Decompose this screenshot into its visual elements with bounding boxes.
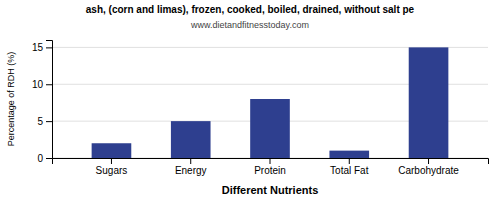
x-tick-mark [190, 158, 191, 164]
y-tick-mark [46, 158, 52, 159]
y-tick: 5 [37, 116, 52, 127]
bar [409, 47, 449, 158]
chart: Sugars Energy Protein Total Fat Carbohydrate… [0, 0, 500, 200]
x-tick-label: Sugars [96, 165, 128, 176]
x-axis: Sugars Energy Protein Total Fat Carbohydrate [53, 158, 489, 176]
plot-area [92, 47, 449, 158]
y-tick-mark [46, 121, 52, 122]
y-axis-title: Percentage of RDH (%) [6, 52, 16, 147]
title: ash, (corn and limas), frozen, cooked, b… [86, 4, 415, 15]
y-tick-label: 0 [37, 153, 43, 164]
bar [329, 151, 369, 158]
bar [171, 121, 211, 158]
x-tick-mark [111, 158, 112, 164]
grid [52, 47, 488, 158]
x-axis-title: Different Nutrients [222, 184, 319, 196]
x-tick-mark [270, 158, 271, 164]
x-tick: Total Fat [330, 158, 369, 176]
y-tick-label: 10 [32, 79, 44, 90]
x-tick-label: Energy [175, 165, 207, 176]
y-tick: 10 [32, 79, 52, 90]
y-tick: 15 [32, 42, 52, 53]
x-tick: Protein [254, 158, 286, 176]
x-tick-mark [349, 158, 350, 164]
bar [250, 99, 290, 158]
x-axis-line [53, 159, 489, 165]
x-tick-label: Carbohydrate [398, 165, 459, 176]
x-tick-label: Total Fat [330, 165, 369, 176]
x-tick: Sugars [96, 158, 128, 176]
x-tick: Carbohydrate [398, 158, 459, 176]
bar [92, 143, 132, 158]
x-tick-label: Protein [254, 165, 286, 176]
y-tick-mark [46, 47, 52, 48]
y-tick-mark [46, 84, 52, 85]
x-tick-mark [428, 158, 429, 164]
x-tick: Energy [175, 158, 207, 176]
y-tick-label: 15 [32, 42, 44, 53]
y-axis-line [46, 41, 53, 159]
y-axis: 0 5 10 15 [32, 41, 53, 164]
y-tick-label: 5 [37, 116, 43, 127]
y-tick: 0 [37, 153, 52, 164]
subtitle: www.dietandfitnesstoday.com [190, 20, 309, 30]
